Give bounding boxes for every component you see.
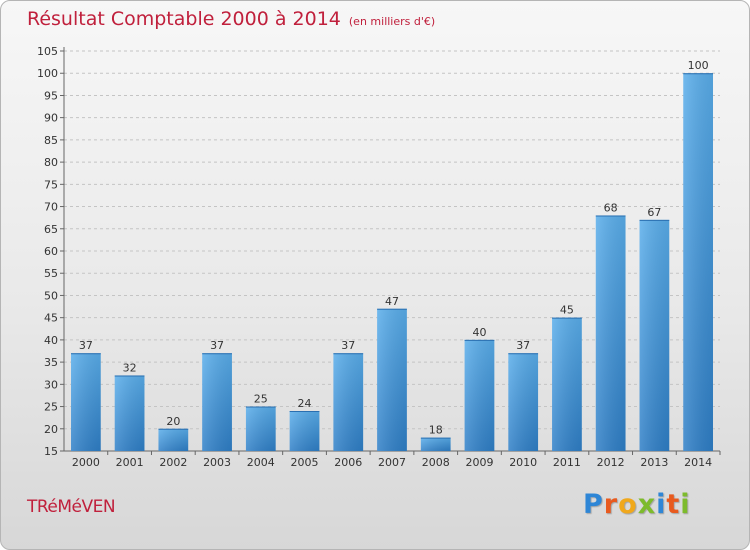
y-tick-label: 45	[44, 312, 58, 325]
y-tick-label: 100	[37, 67, 58, 80]
y-tick-label: 80	[44, 156, 58, 169]
bar-shade	[377, 308, 407, 451]
bar-shade	[158, 428, 189, 451]
x-tick-label: 2008	[422, 456, 450, 469]
y-tick-label: 85	[44, 134, 58, 147]
bar-shade	[595, 215, 626, 451]
y-tick-label: 60	[44, 245, 58, 258]
commune-name: TRéMéVEN	[27, 497, 116, 517]
bar-shade	[245, 406, 276, 451]
data-label: 24	[298, 397, 312, 410]
x-tick-label: 2011	[553, 456, 581, 469]
x-tick-label: 2014	[684, 456, 712, 469]
bar-shade	[552, 317, 582, 451]
data-label: 40	[472, 326, 486, 339]
y-tick-label: 15	[44, 445, 58, 458]
bar-shade	[683, 73, 714, 451]
data-label: 37	[210, 339, 224, 352]
data-label: 18	[429, 424, 443, 437]
title-text: Résultat Comptable 2000 à 2014	[27, 8, 341, 30]
chart-subtitle: (en milliers d'€)	[348, 15, 436, 28]
x-tick-label: 2004	[247, 456, 275, 469]
bar-shade	[420, 437, 451, 451]
x-tick-label: 2013	[640, 456, 668, 469]
y-tick-label: 40	[44, 334, 58, 347]
bars	[70, 73, 714, 451]
bar-shade	[202, 353, 232, 451]
data-label: 20	[166, 415, 180, 428]
logo-letter: P	[583, 489, 604, 520]
data-label: 37	[79, 339, 93, 352]
x-tick-label: 2012	[597, 456, 625, 469]
data-label: 68	[604, 201, 618, 214]
data-label: 67	[647, 206, 661, 219]
y-tick-label: 20	[44, 423, 58, 436]
bar-shade	[70, 353, 101, 451]
bar-shade	[114, 375, 145, 451]
y-tick-label: 75	[44, 178, 58, 191]
data-label: 37	[341, 339, 355, 352]
data-label: 37	[516, 339, 530, 352]
y-tick-label: 90	[44, 112, 58, 125]
y-tick-label: 65	[44, 223, 58, 236]
x-tick-label: 2007	[378, 456, 406, 469]
logo-letter: i	[680, 489, 691, 520]
logo-letter: r	[603, 489, 619, 520]
data-label: 45	[560, 304, 574, 317]
x-tick-label: 2000	[72, 456, 100, 469]
logo-letter: t	[666, 489, 681, 520]
bar-shade	[333, 353, 364, 451]
y-tick-label: 105	[37, 45, 58, 58]
x-tick-label: 2002	[159, 456, 187, 469]
x-tick-label: 2009	[465, 456, 493, 469]
bar-shade	[508, 353, 539, 451]
y-tick-label: 30	[44, 378, 58, 391]
x-tick-label: 2005	[291, 456, 319, 469]
y-tick-label: 70	[44, 201, 58, 214]
logo-letter: o	[618, 489, 638, 520]
y-tick-label: 50	[44, 289, 58, 302]
x-tick-label: 2001	[116, 456, 144, 469]
data-label: 47	[385, 295, 399, 308]
labels: 15 20 25 30 35 40 45 50 55 60 65 70 75 80 85 90 95 100 105…	[37, 45, 712, 469]
bar-shade	[464, 339, 495, 451]
x-tick-label: 2010	[509, 456, 537, 469]
y-tick-label: 35	[44, 356, 58, 369]
data-label: 100	[688, 59, 709, 72]
y-tick-label: 95	[44, 89, 58, 102]
x-tick-label: 2003	[203, 456, 231, 469]
bar-shade	[639, 219, 670, 451]
logo-letter: i	[656, 489, 667, 520]
y-tick-label: 55	[44, 267, 58, 280]
data-label: 25	[254, 393, 268, 406]
chart-title: Résultat Comptable 2000 à 2014 (en millie…	[27, 8, 435, 30]
logo-letter: x	[637, 489, 657, 520]
y-tick-label: 25	[44, 401, 58, 414]
proxiti-logo: Proxiti	[583, 489, 691, 520]
data-label: 32	[123, 361, 137, 374]
bar-shade	[289, 411, 320, 451]
x-tick-label: 2006	[334, 456, 362, 469]
